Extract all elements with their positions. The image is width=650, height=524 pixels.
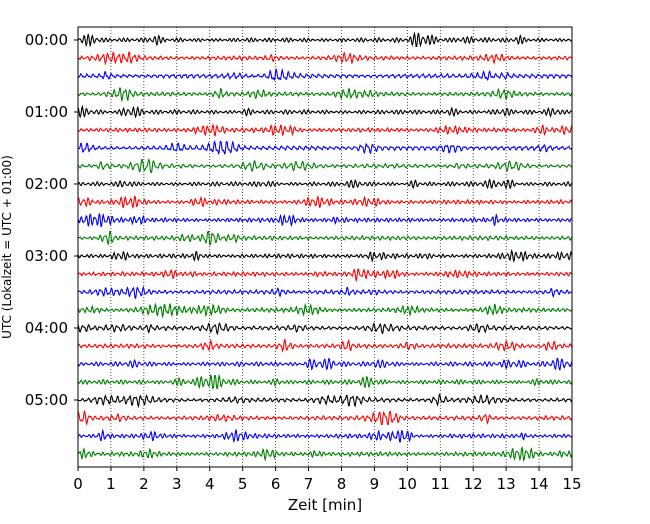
trace-0500 xyxy=(77,393,572,408)
trace-0545 xyxy=(77,446,573,463)
y-tick-label: 00:00 xyxy=(25,31,68,49)
x-tick-label: 13 xyxy=(497,475,516,493)
x-tick-label: 2 xyxy=(139,475,149,493)
y-tick-label: 03:00 xyxy=(25,247,68,265)
trace-layer xyxy=(77,31,573,463)
trace-0415 xyxy=(77,338,573,353)
x-tick-label: 15 xyxy=(562,475,581,493)
x-tick-label: 10 xyxy=(398,475,417,493)
trace-0130 xyxy=(77,139,573,156)
trace-0315 xyxy=(77,268,573,283)
trace-0230 xyxy=(77,212,573,228)
trace-0100 xyxy=(77,104,573,119)
y-tick-label: 05:00 xyxy=(25,391,68,409)
y-axis-label: UTC (Lokalzeit = UTC + 01:00) xyxy=(0,155,14,339)
plot-frame xyxy=(77,26,573,468)
grid-layer xyxy=(110,27,540,467)
trace-0030 xyxy=(77,67,573,82)
trace-0515 xyxy=(77,410,573,426)
x-tick-label: 3 xyxy=(172,475,182,493)
x-tick-label: 6 xyxy=(271,475,281,493)
trace-0345 xyxy=(77,302,573,319)
trace-0430 xyxy=(77,357,573,371)
trace-0330 xyxy=(78,285,573,300)
x-tick-label: 4 xyxy=(205,475,215,493)
x-axis-label: Zeit [min] xyxy=(288,496,362,514)
trace-0045 xyxy=(77,87,573,103)
trace-0145 xyxy=(77,157,573,174)
trace-0115 xyxy=(77,123,573,137)
y-tick-label: 02:00 xyxy=(25,175,68,193)
x-tick-label: 8 xyxy=(337,475,347,493)
trace-0300 xyxy=(77,248,573,263)
y-tick-label: 01:00 xyxy=(25,103,68,121)
x-tick-label: 5 xyxy=(238,475,248,493)
x-tick-label: 11 xyxy=(431,475,450,493)
x-tick-label: 9 xyxy=(370,475,380,493)
trace-0015 xyxy=(78,51,573,66)
x-tick-label: 12 xyxy=(464,475,483,493)
x-tick-label: 7 xyxy=(304,475,314,493)
trace-0200 xyxy=(77,178,573,190)
trace-0245 xyxy=(78,230,573,246)
trace-0530 xyxy=(77,428,573,444)
trace-0445 xyxy=(77,373,573,390)
y-tick-label: 04:00 xyxy=(25,319,68,337)
y-axis: 00:00 01:00 02:00 03:00 04:00 05:00 xyxy=(25,31,78,409)
x-axis: 0 1 2 3 4 5 6 7 8 9 10 11 12 13 14 15 xyxy=(73,467,582,493)
x-tick-label: 0 xyxy=(73,475,83,493)
x-tick-label: 1 xyxy=(106,475,116,493)
trace-0400 xyxy=(77,322,573,336)
trace-0000 xyxy=(77,31,573,48)
trace-0215 xyxy=(77,195,573,210)
x-tick-label: 14 xyxy=(530,475,549,493)
